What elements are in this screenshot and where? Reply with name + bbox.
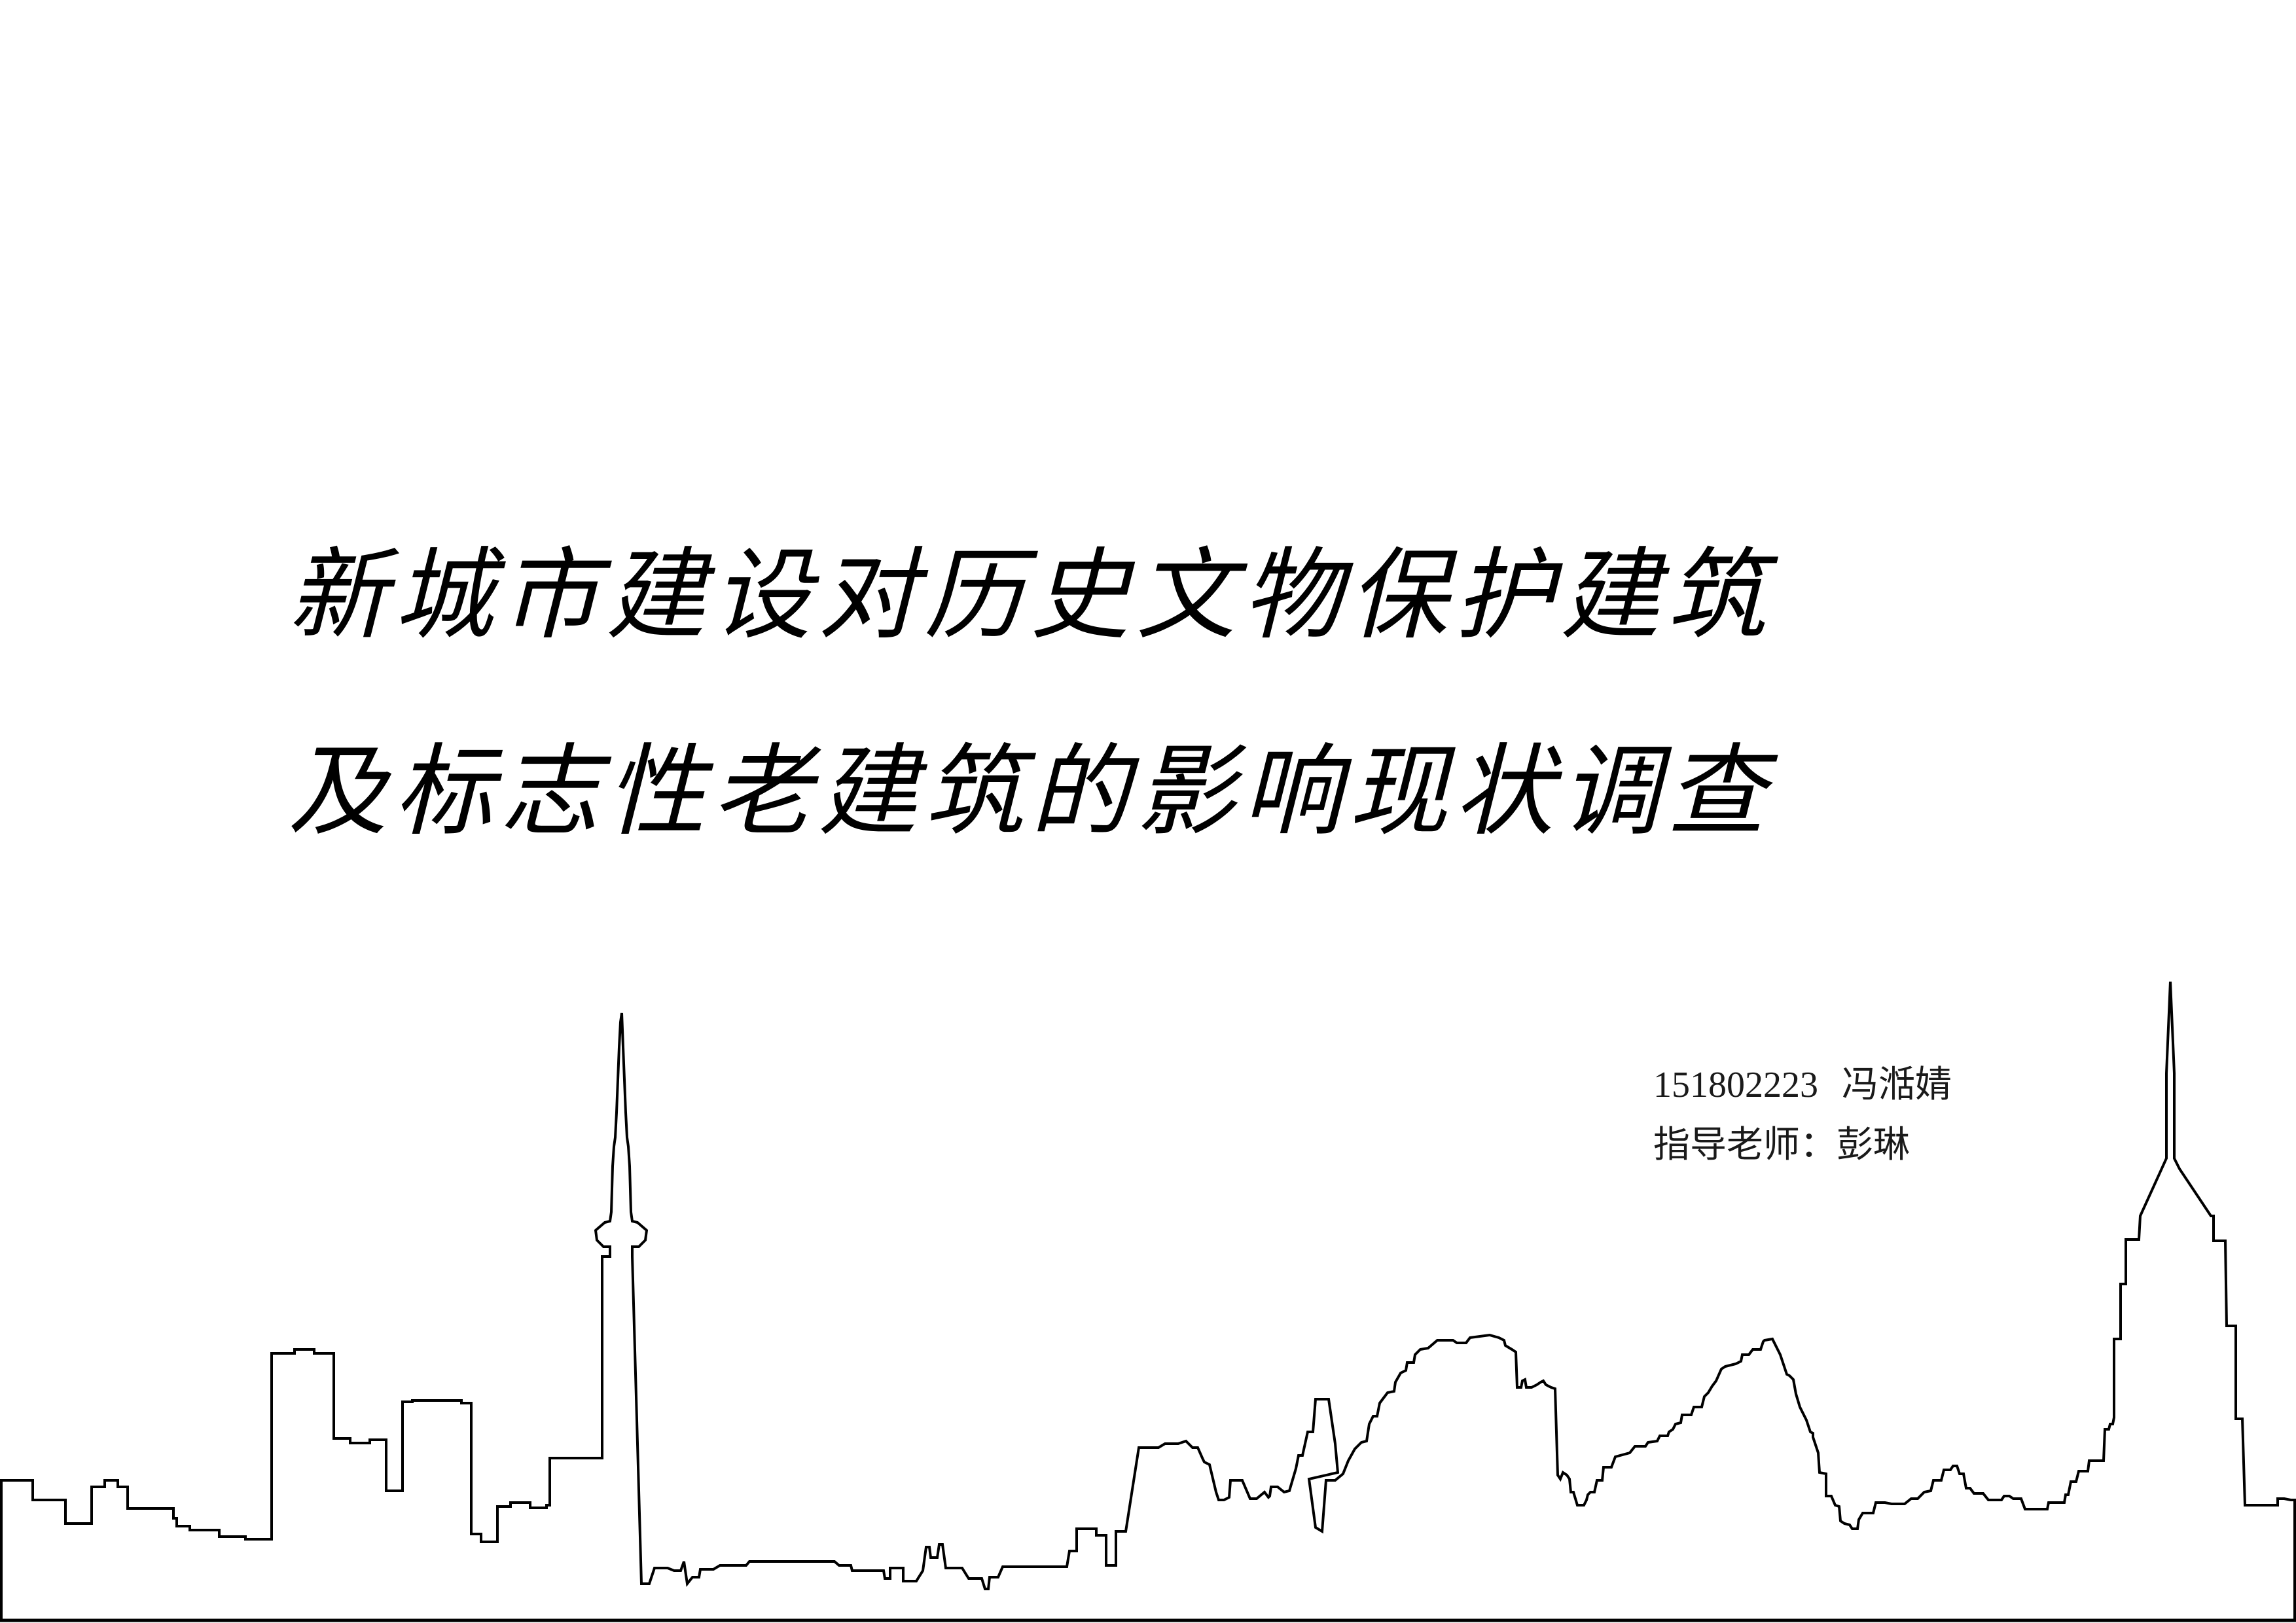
student-id: 151802223 xyxy=(1653,1065,1818,1105)
advisor-name: 彭琳 xyxy=(1837,1125,1910,1166)
cover-title: 新城市建设对历史文物保护建筑 及标志性老建筑的影响现状调查 xyxy=(288,497,2055,890)
advisor-label: 指导老师： xyxy=(1653,1125,1837,1166)
author-info: 151802223 冯湉婧 指导老师：彭琳 xyxy=(1653,1055,1952,1175)
title-line-2: 及标志性老建筑的影响现状调查 xyxy=(288,734,1772,849)
skyline-outline xyxy=(0,981,2296,1590)
student-name: 冯湉婧 xyxy=(1842,1065,1952,1105)
title-line-1: 新城市建设对历史文物保护建筑 xyxy=(288,537,1772,653)
student-line: 151802223 冯湉婧 xyxy=(1653,1055,1952,1115)
advisor-line: 指导老师：彭琳 xyxy=(1653,1115,1952,1175)
